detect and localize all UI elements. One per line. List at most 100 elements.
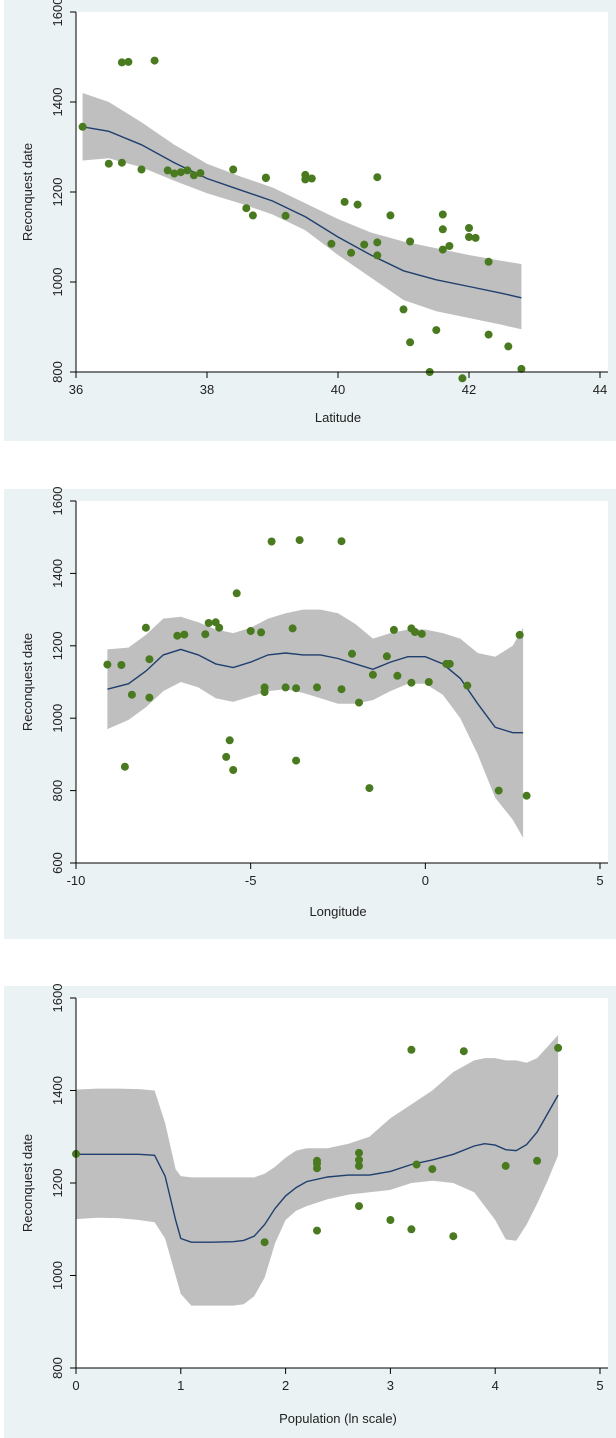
y-axis-title: Reconquest date — [20, 1134, 35, 1232]
data-point — [355, 1161, 363, 1170]
data-point — [501, 1161, 510, 1170]
data-point — [484, 257, 493, 266]
data-point — [281, 683, 290, 692]
data-point — [292, 684, 301, 693]
data-point — [355, 1148, 363, 1157]
x-tick-label: -10 — [67, 873, 86, 888]
data-point — [533, 1156, 542, 1165]
data-point — [445, 659, 454, 668]
data-point — [229, 165, 238, 174]
data-point — [246, 627, 255, 635]
latitude-scatter-chart: 36 38 40 42 44 800 1000 1200 1400 1600 Latitude Rec… — [20, 0, 608, 425]
y-tick-label: 600 — [50, 852, 65, 874]
data-point — [386, 1216, 395, 1224]
data-point — [355, 1202, 363, 1211]
data-point — [150, 56, 159, 65]
y-tick-label: 1600 — [50, 984, 65, 1013]
data-point — [517, 364, 526, 373]
data-point — [281, 211, 290, 220]
y-tick-label: 1400 — [50, 88, 65, 117]
population-scatter-chart: 0 1 2 3 4 5 800 1000 1200 1400 1600 Population (ln … — [20, 984, 608, 1426]
data-point — [406, 237, 415, 246]
y-tick-label: 1600 — [50, 0, 65, 26]
data-point — [373, 238, 382, 247]
y-tick-label: 1600 — [50, 487, 65, 516]
data-point — [337, 685, 346, 694]
data-point — [301, 175, 310, 184]
data-point — [196, 169, 205, 178]
data-point — [406, 338, 415, 347]
data-point — [393, 671, 402, 680]
data-point — [515, 630, 524, 639]
confidence-band — [107, 609, 524, 838]
data-point — [215, 623, 224, 632]
data-point — [459, 1047, 468, 1056]
data-point — [201, 630, 210, 639]
data-point — [117, 58, 126, 67]
longitude-chart-panel: -10 -5 0 5 600 800 1000 1200 1400 1600 Longitude Re… — [4, 487, 616, 939]
data-point — [183, 166, 192, 175]
data-point — [360, 240, 369, 249]
data-point — [104, 159, 113, 168]
data-point — [373, 251, 382, 260]
data-point — [242, 204, 251, 213]
x-tick-label: 3 — [387, 1378, 394, 1393]
data-point — [348, 649, 356, 658]
data-point — [232, 589, 241, 598]
data-point — [180, 630, 189, 639]
y-tick-label: 1200 — [50, 178, 65, 207]
data-point — [141, 623, 150, 632]
data-point — [120, 762, 129, 771]
data-point — [438, 245, 447, 254]
data-point — [417, 629, 426, 638]
data-point — [170, 169, 179, 178]
x-tick-label: 40 — [331, 382, 345, 397]
x-tick-label: 2 — [282, 1378, 289, 1393]
data-point — [373, 173, 382, 182]
data-point — [229, 766, 238, 774]
data-point — [458, 374, 467, 383]
data-point — [355, 698, 363, 707]
data-point — [295, 536, 304, 545]
data-point — [463, 681, 472, 690]
data-point — [163, 166, 172, 175]
data-point — [222, 752, 231, 761]
data-point — [445, 242, 454, 250]
x-tick-label: 5 — [596, 1378, 603, 1393]
data-point — [78, 122, 87, 131]
data-point — [484, 330, 493, 339]
data-point — [428, 1165, 437, 1174]
data-point — [494, 786, 503, 795]
data-point — [248, 211, 257, 220]
data-point — [292, 756, 301, 765]
data-point — [225, 736, 234, 745]
data-point — [257, 628, 266, 637]
y-tick-label: 800 — [50, 780, 65, 802]
data-point — [399, 305, 408, 314]
x-tick-label: 42 — [462, 382, 476, 397]
y-tick-label: 1200 — [50, 631, 65, 660]
x-tick-label: 1 — [177, 1378, 184, 1393]
y-axis-title: Reconquest date — [20, 633, 35, 731]
fitted-line — [82, 126, 522, 299]
data-point — [410, 628, 419, 636]
longitude-scatter-chart: -10 -5 0 5 600 800 1000 1200 1400 1600 Longitude Re… — [20, 487, 608, 919]
data-point — [407, 678, 416, 687]
data-point — [382, 652, 391, 661]
y-tick-label: 1200 — [50, 1169, 65, 1198]
population-chart-panel: 0 1 2 3 4 5 800 1000 1200 1400 1600 Population (ln … — [4, 984, 616, 1438]
data-point — [260, 1238, 269, 1247]
data-point — [438, 225, 447, 234]
data-point — [189, 171, 198, 180]
data-point — [124, 57, 133, 66]
data-point — [554, 1043, 563, 1052]
y-tick-label: 1000 — [50, 268, 65, 297]
plot-area — [76, 12, 608, 372]
data-point — [449, 1232, 458, 1241]
data-point — [424, 678, 433, 686]
data-point — [340, 197, 349, 206]
data-point — [465, 224, 473, 232]
confidence-band — [82, 93, 522, 330]
data-point — [412, 1160, 421, 1169]
data-point — [145, 655, 154, 664]
